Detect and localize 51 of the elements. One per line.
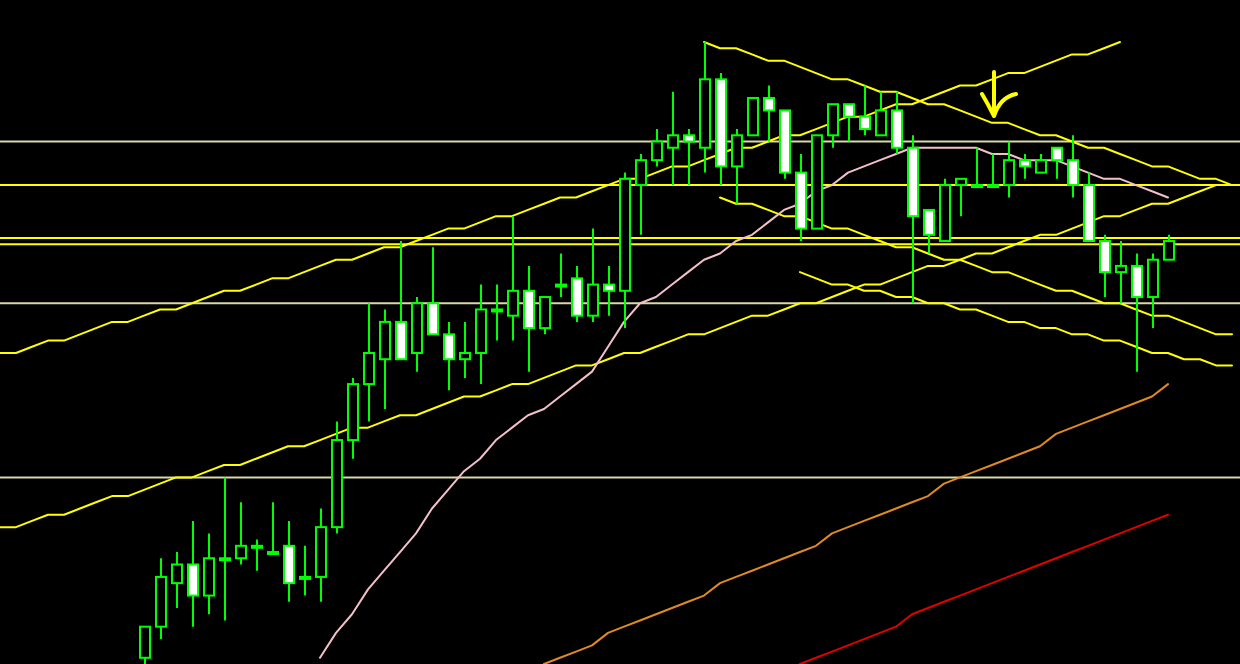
candlestick bbox=[539, 296, 551, 336]
candlestick bbox=[171, 551, 183, 610]
candlestick bbox=[491, 283, 503, 342]
candlestick bbox=[283, 519, 295, 603]
candlestick bbox=[891, 90, 903, 155]
candlestick bbox=[923, 208, 935, 255]
candlestick bbox=[1067, 134, 1079, 199]
candlestick bbox=[507, 215, 519, 342]
candlestick bbox=[267, 501, 279, 556]
candlestick bbox=[363, 302, 375, 423]
candlestick bbox=[603, 264, 615, 317]
candlestick bbox=[379, 308, 391, 410]
candlestick bbox=[459, 320, 471, 379]
candlestick bbox=[987, 152, 999, 189]
candlestick bbox=[1035, 152, 1047, 174]
candlestick bbox=[1099, 233, 1111, 299]
candlestick bbox=[1115, 240, 1127, 305]
candlestick bbox=[475, 283, 487, 386]
candlestick bbox=[187, 519, 199, 628]
candlestick bbox=[203, 532, 215, 616]
candlestick bbox=[875, 90, 887, 137]
candlestick bbox=[251, 538, 263, 572]
candlestick bbox=[555, 252, 567, 299]
candlestick bbox=[747, 96, 759, 137]
candlestick bbox=[571, 264, 583, 323]
candlestick bbox=[1019, 152, 1031, 180]
candlestick bbox=[587, 227, 599, 323]
candlestick bbox=[395, 240, 407, 361]
candlestick bbox=[971, 146, 983, 189]
candlestick bbox=[427, 246, 439, 336]
candlestick bbox=[683, 128, 695, 187]
candlestick bbox=[523, 264, 535, 373]
candlestick bbox=[299, 544, 311, 597]
candlestick bbox=[859, 84, 871, 137]
candlestick bbox=[843, 103, 855, 143]
candlestick bbox=[1147, 252, 1159, 330]
candlestick bbox=[955, 177, 967, 218]
candlestick bbox=[235, 501, 247, 566]
candlestick bbox=[763, 84, 775, 143]
candlestick bbox=[219, 476, 231, 622]
candlestick bbox=[1003, 140, 1015, 199]
candlestick bbox=[443, 320, 455, 392]
candlestick bbox=[731, 128, 743, 205]
candlestick bbox=[827, 103, 839, 149]
candlestick bbox=[635, 152, 647, 236]
candlestick bbox=[667, 90, 679, 187]
candlestick bbox=[1163, 233, 1175, 261]
candlestick bbox=[1131, 252, 1143, 373]
candlestick bbox=[1051, 146, 1063, 180]
candlestick bbox=[139, 625, 151, 664]
candlestick bbox=[651, 128, 663, 168]
